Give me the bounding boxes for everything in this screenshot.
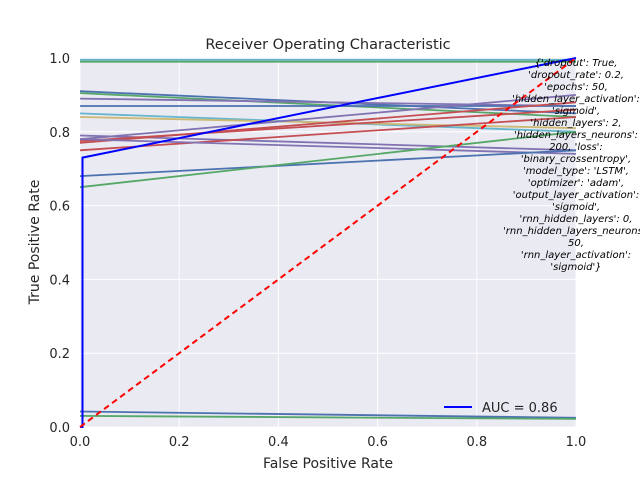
series-line-4 bbox=[79, 97, 577, 107]
annotation-line-15: 50, bbox=[568, 238, 584, 249]
x-axis-ticks: 0.0 0.2 0.4 0.6 0.8 1.0 bbox=[70, 435, 587, 450]
y-tick-label-1: 0.2 bbox=[49, 347, 70, 362]
series-line-11 bbox=[79, 101, 577, 144]
x-tick-label-2: 0.4 bbox=[268, 435, 289, 450]
x-tick-label-0: 0.0 bbox=[70, 435, 91, 450]
series-line-14 bbox=[79, 149, 577, 177]
y-tick-label-4: 0.8 bbox=[49, 126, 70, 141]
annotation-line-8: 'binary_crossentropy', bbox=[521, 154, 631, 165]
annotation-line-6: 'hidden_layers_neurons': bbox=[514, 130, 638, 141]
annotation-line-13: 'rnn_hidden_layers': 0, bbox=[520, 214, 633, 225]
x-axis-label: False Positive Rate bbox=[263, 456, 393, 472]
annotation-line-3: 'hidden_layer_activation': bbox=[512, 94, 640, 105]
annotation-line-10: 'optimizer': 'adam', bbox=[528, 178, 624, 189]
y-tick-label-5: 1.0 bbox=[49, 52, 70, 67]
x-tick-label-1: 0.2 bbox=[169, 435, 190, 450]
x-tick-label-5: 1.0 bbox=[566, 435, 587, 450]
legend: AUC = 0.86 bbox=[444, 401, 558, 416]
series-line-17 bbox=[79, 415, 577, 420]
series-line-12 bbox=[79, 116, 577, 152]
series-line-3 bbox=[79, 92, 577, 118]
annotation-line-14: 'rnn_hidden_layers_neurons': bbox=[503, 226, 640, 237]
annotation-line-0: {'dropout': True, bbox=[535, 58, 618, 69]
annotation-line-7: 200, 'loss': bbox=[549, 142, 603, 153]
chance-line bbox=[79, 57, 577, 428]
legend-label-auc: AUC = 0.86 bbox=[482, 401, 558, 416]
annotation-line-2: 'epochs': 50, bbox=[544, 82, 608, 93]
y-axis-label: True Positive Rate bbox=[27, 180, 43, 306]
annotation-block: {'dropout': True,'dropout_rate': 0.2,'ep… bbox=[503, 58, 640, 273]
x-tick-label-4: 0.8 bbox=[466, 435, 487, 450]
grid-lines bbox=[79, 57, 577, 428]
x-tick-label-3: 0.6 bbox=[367, 435, 388, 450]
annotation-line-17: 'sigmoid'} bbox=[550, 262, 601, 273]
annotation-line-9: 'model_type': 'LSTM', bbox=[523, 166, 629, 177]
series-group bbox=[79, 57, 577, 428]
series-line-16 bbox=[79, 410, 577, 419]
y-tick-label-0: 0.0 bbox=[49, 421, 70, 436]
annotation-line-4: 'sigmoid', bbox=[552, 106, 600, 117]
y-axis-ticks: 0.0 0.2 0.4 0.6 0.8 1.0 bbox=[49, 52, 70, 436]
series-line-8 bbox=[79, 134, 577, 152]
y-tick-label-3: 0.6 bbox=[49, 200, 70, 215]
series-line-9 bbox=[79, 94, 577, 141]
annotation-line-11: 'output_layer_activation': bbox=[513, 190, 639, 201]
annotation-line-12: 'sigmoid', bbox=[552, 202, 600, 213]
annotation-line-16: 'rnn_layer_activation': bbox=[521, 250, 631, 261]
series-line-15 bbox=[79, 130, 577, 189]
annotation-line-1: 'dropout_rate': 0.2, bbox=[528, 70, 624, 81]
annotation-line-5: 'hidden_layers': 2, bbox=[530, 118, 621, 129]
chart-title: Receiver Operating Characteristic bbox=[205, 37, 450, 53]
y-tick-label-2: 0.4 bbox=[49, 273, 70, 288]
